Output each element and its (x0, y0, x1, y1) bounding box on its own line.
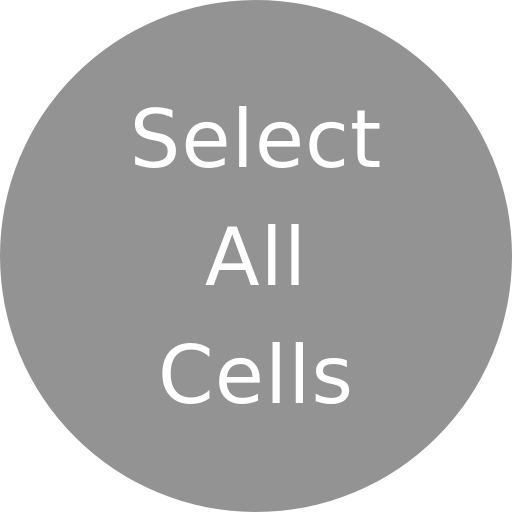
label-line-1: Select (129, 93, 383, 186)
label-line-2: All (204, 211, 308, 304)
label-line-3: Cells (157, 329, 355, 422)
